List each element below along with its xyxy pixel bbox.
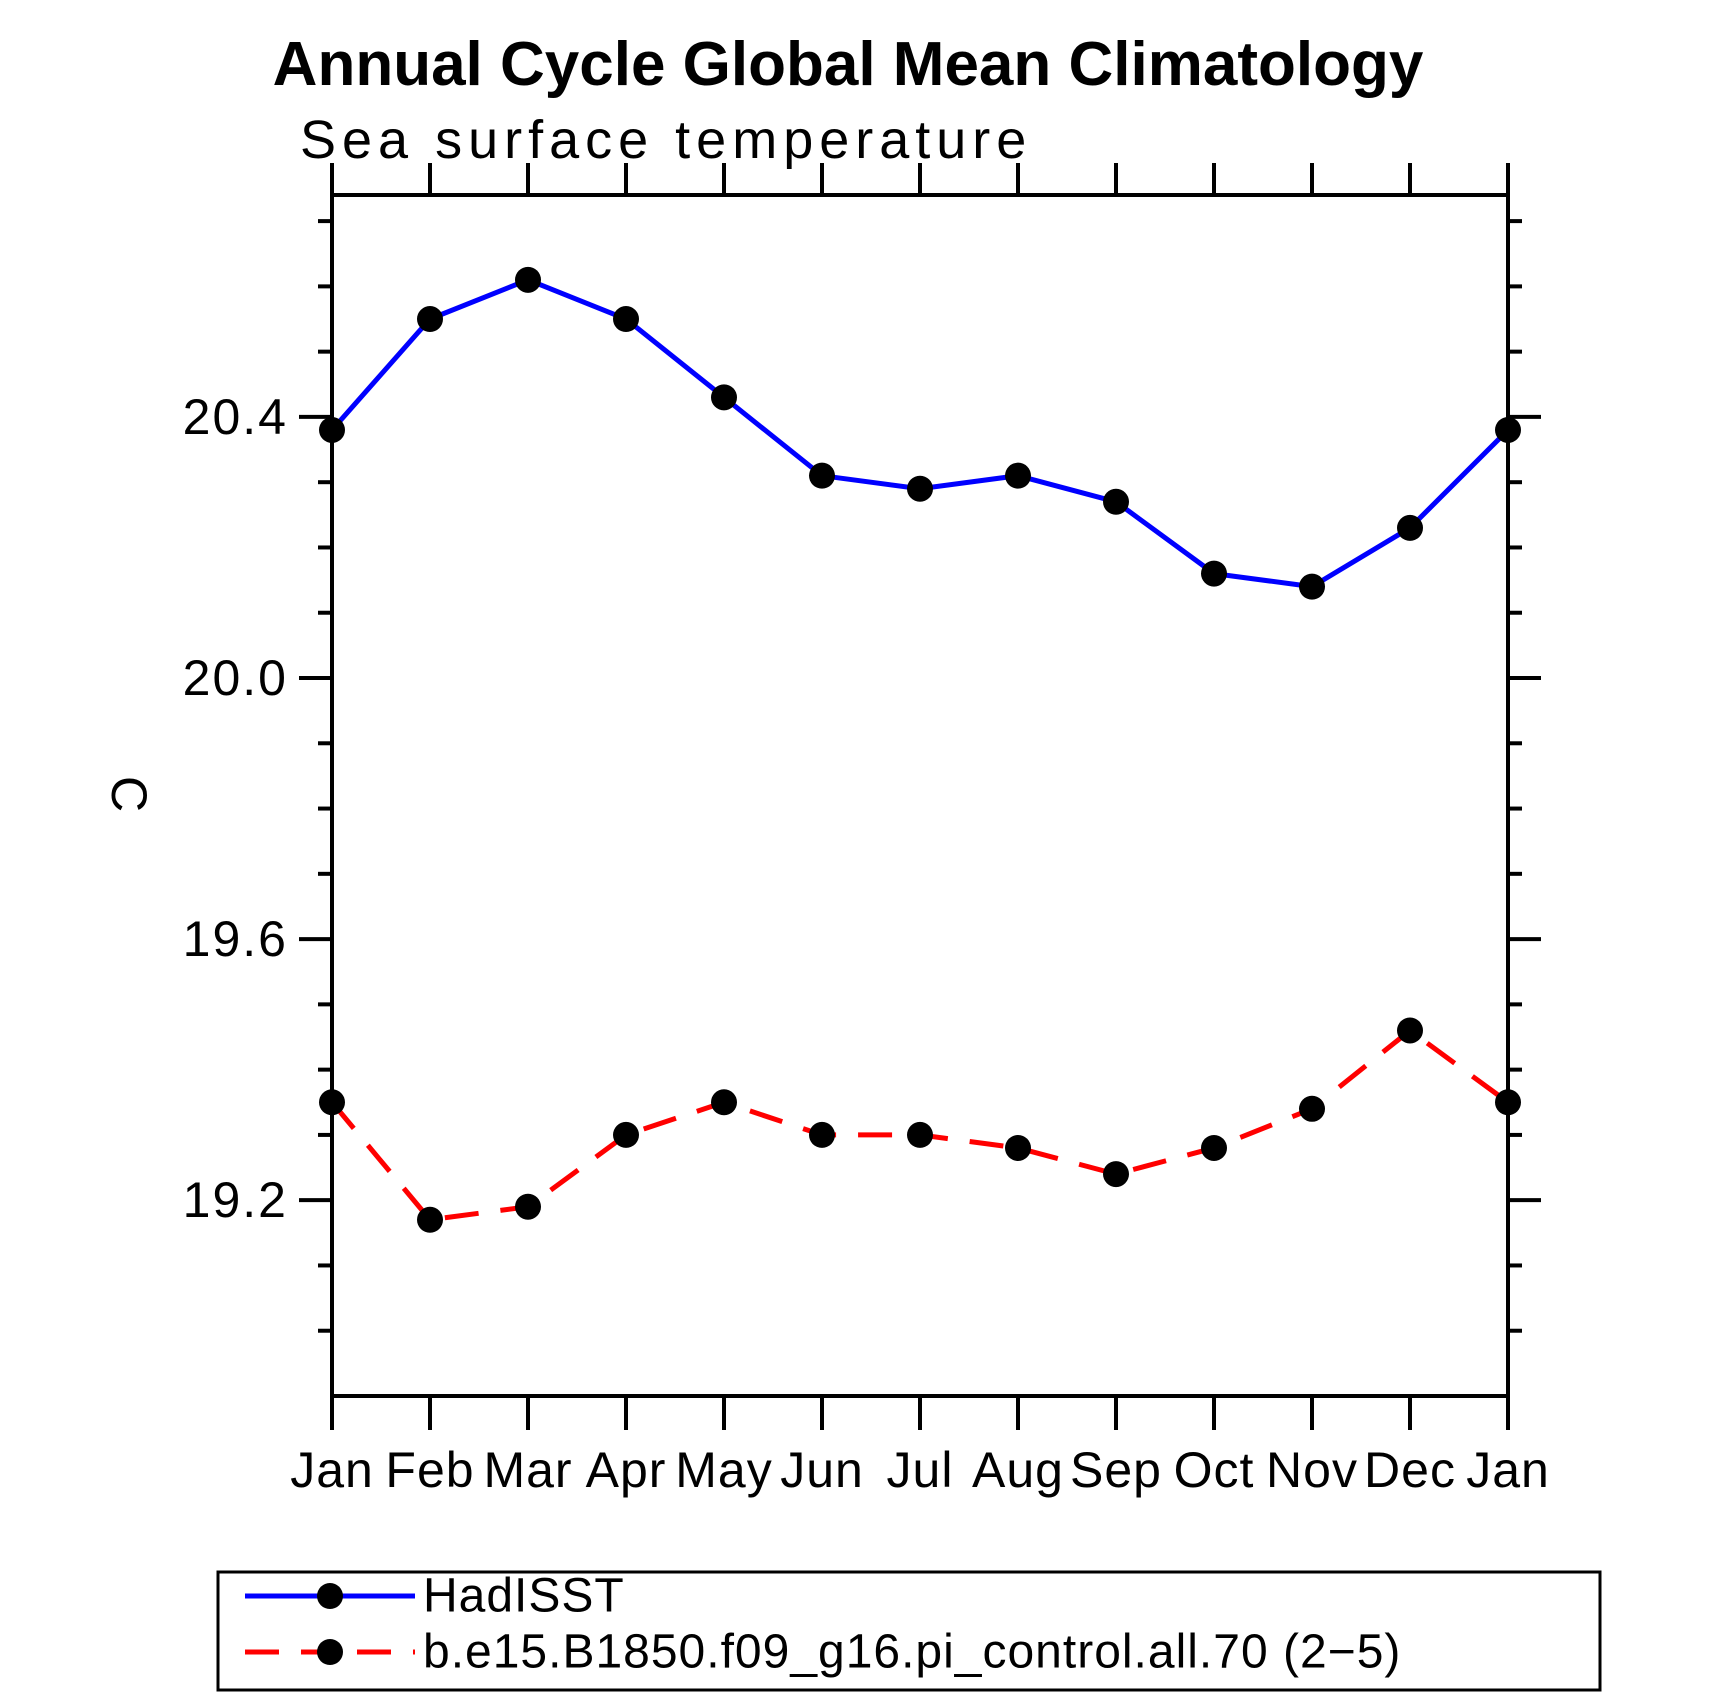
- data-point-0: [1397, 514, 1423, 541]
- data-point-1: [613, 1121, 639, 1148]
- legend: HadISST b.e15.B1850.f09_g16.pi_control.a…: [216, 1570, 1602, 1692]
- data-point-1: [1201, 1134, 1227, 1161]
- x-tick-label: Mar: [483, 1442, 572, 1498]
- data-point-1: [1495, 1089, 1521, 1116]
- y-tick-label: 19.6: [183, 911, 288, 967]
- legend-label: b.e15.B1850.f09_g16.pi_control.all.70 (2…: [423, 1626, 1401, 1679]
- x-tick-label: Feb: [385, 1442, 474, 1498]
- x-tick-label: Oct: [1174, 1442, 1255, 1498]
- data-point-1: [417, 1206, 443, 1233]
- legend-item-model: b.e15.B1850.f09_g16.pi_control.all.70 (2…: [245, 1626, 1401, 1679]
- data-point-1: [515, 1193, 541, 1220]
- y-tick-label: 19.2: [183, 1172, 288, 1228]
- data-point-1: [319, 1089, 345, 1116]
- legend-marker-circle: [317, 1639, 343, 1665]
- data-point-0: [1495, 416, 1521, 443]
- chart-title: Annual Cycle Global Mean Climatology: [273, 30, 1424, 99]
- legend-box: [216, 1570, 1602, 1692]
- x-tick-label: Nov: [1266, 1442, 1358, 1498]
- x-tick-label: Dec: [1364, 1442, 1456, 1498]
- y-axis-label: C: [101, 776, 157, 814]
- data-point-1: [1299, 1095, 1325, 1122]
- data-point-1: [1005, 1134, 1031, 1161]
- x-tick-label: Apr: [586, 1442, 667, 1498]
- x-tick-label: May: [675, 1442, 772, 1498]
- data-point-0: [907, 475, 933, 502]
- series-line-0: [330, 277, 1510, 590]
- data-point-1: [907, 1121, 933, 1148]
- data-point-0: [1103, 488, 1129, 515]
- data-point-0: [1299, 573, 1325, 600]
- chart-subtitle: Sea surface temperature: [300, 110, 1032, 170]
- data-point-0: [1201, 560, 1227, 587]
- data-point-0: [809, 462, 835, 489]
- x-tick-label: Sep: [1070, 1442, 1162, 1498]
- plot-area: Jan Feb Mar Apr May Jun Jul Aug Sep Oct Nov Dec Jan1…: [183, 163, 1550, 1498]
- y-tick-label: 20.4: [183, 389, 288, 445]
- data-point-0: [515, 266, 541, 293]
- x-tick-label: Jun: [780, 1442, 864, 1498]
- data-point-1: [1397, 1017, 1423, 1044]
- legend-label: HadISST: [423, 1570, 625, 1623]
- y-tick-label: 20.0: [183, 650, 288, 706]
- x-tick-label: Jul: [887, 1442, 954, 1498]
- data-point-0: [1005, 462, 1031, 489]
- data-point-0: [711, 384, 737, 411]
- data-point-0: [319, 416, 345, 443]
- x-tick-label: Jan: [290, 1442, 374, 1498]
- plot-box: [330, 193, 1510, 1398]
- legend-item-hadisst: HadISST: [245, 1570, 625, 1623]
- data-point-0: [417, 306, 443, 333]
- x-tick-label: Jan: [1466, 1442, 1550, 1498]
- data-point-1: [711, 1089, 737, 1116]
- data-point-0: [613, 306, 639, 333]
- legend-marker-circle: [317, 1583, 343, 1609]
- data-point-1: [1103, 1161, 1129, 1188]
- data-point-1: [809, 1121, 835, 1148]
- x-tick-label: Aug: [972, 1442, 1064, 1498]
